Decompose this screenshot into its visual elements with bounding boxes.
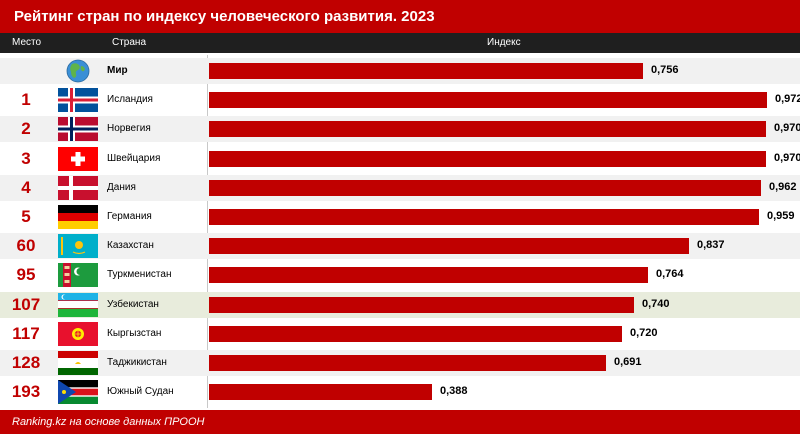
- rank-label: 60: [16, 236, 36, 256]
- bar: [209, 121, 766, 138]
- value-label: 0,970: [774, 122, 800, 135]
- turkmenistan-flag-icon: [58, 263, 98, 288]
- germany-flag-icon: [58, 205, 98, 229]
- country-label: Швейцария: [107, 152, 161, 164]
- value-label: 0,756: [651, 64, 679, 76]
- rank-label: 193: [11, 382, 41, 402]
- table-row: 193 Южный Судан 0,388: [0, 379, 800, 405]
- table-row: 95 Туркменистан 0,764: [0, 262, 800, 288]
- rank-label: 4: [21, 177, 31, 197]
- bar: [209, 179, 761, 196]
- value-label: 0,764: [656, 268, 684, 281]
- table-row: 107 Узбекистан 0,740: [0, 291, 800, 318]
- uzbekistan-flag-icon: [58, 292, 98, 317]
- axis-line: [207, 55, 208, 408]
- bar: [209, 238, 689, 255]
- bar: [209, 209, 759, 225]
- rank-label: 3: [21, 148, 31, 168]
- value-label: 0,970: [774, 151, 800, 164]
- column-header-index: Индекс: [487, 37, 521, 48]
- chart-title: Рейтинг стран по индексу человеческого р…: [14, 8, 435, 25]
- footer-source: Ranking.kz на основе данных ПРООН: [12, 416, 205, 428]
- value-label: 0,720: [630, 326, 658, 339]
- country-label: Норвегия: [107, 123, 151, 135]
- table-row: 117 Кыргызстан 0,720: [0, 321, 800, 347]
- rank-label: 1: [21, 90, 31, 110]
- value-label: 0,740: [642, 297, 670, 310]
- south-sudan-flag-icon: [58, 380, 98, 405]
- kazakhstan-flag-icon: [58, 234, 98, 259]
- footer-bar: Ranking.kz на основе данных ПРООН: [0, 410, 800, 434]
- bar: [209, 267, 648, 284]
- table-row: 2 Норвегия 0,970: [0, 116, 800, 143]
- rank-label: 95: [16, 265, 36, 285]
- table-row: 3 Швейцария 0,970: [0, 146, 800, 172]
- rank-label: 2: [21, 119, 31, 139]
- table-row: Мир 0,756: [0, 58, 800, 84]
- value-label: 0,972: [775, 93, 800, 106]
- table-row: 5 Германия 0,959: [0, 204, 800, 230]
- value-label: 0,691: [614, 356, 642, 368]
- rank-label: 5: [21, 207, 31, 226]
- bar: [209, 355, 606, 371]
- table-row: 60 Казахстан 0,837: [0, 233, 800, 260]
- denmark-flag-icon: [58, 175, 98, 200]
- country-label: Туркменистан: [107, 269, 172, 281]
- country-label: Исландия: [107, 94, 153, 106]
- kyrgyzstan-flag-icon: [58, 321, 98, 346]
- rank-label: 128: [11, 353, 41, 372]
- value-label: 0,837: [697, 239, 725, 252]
- iceland-flag-icon: [58, 88, 98, 113]
- rank-label: 107: [11, 294, 41, 314]
- rank-label: 117: [12, 323, 40, 343]
- bar: [209, 150, 766, 167]
- column-header-bar: Место Страна Индекс: [0, 33, 800, 53]
- title-bar: Рейтинг стран по индексу человеческого р…: [0, 0, 800, 33]
- value-label: 0,388: [440, 385, 468, 398]
- bar: [209, 92, 767, 109]
- switzerland-flag-icon: [58, 146, 98, 171]
- bar: [209, 296, 634, 313]
- country-label: Казахстан: [107, 240, 154, 252]
- column-header-country: Страна: [112, 37, 147, 48]
- country-label: Таджикистан: [107, 357, 167, 368]
- table-row: 1 Исландия 0,972: [0, 87, 800, 113]
- country-label: Дания: [107, 181, 136, 193]
- table-row: 4 Дания 0,962: [0, 174, 800, 201]
- tajikistan-flag-icon: [58, 351, 98, 375]
- norway-flag-icon: [58, 117, 98, 142]
- table-row: 128 Таджикистан 0,691: [0, 350, 800, 376]
- country-label: Мир: [107, 65, 128, 76]
- country-label: Кыргызстан: [107, 327, 162, 339]
- country-label: Узбекистан: [107, 298, 159, 310]
- bar: [209, 325, 622, 342]
- bar: [209, 63, 643, 79]
- country-label: Южный Судан: [107, 386, 174, 398]
- value-label: 0,962: [769, 180, 797, 193]
- bar: [209, 384, 432, 401]
- column-header-place: Место: [12, 37, 42, 48]
- country-label: Германия: [107, 211, 152, 222]
- globe-icon: [58, 59, 98, 83]
- value-label: 0,959: [767, 210, 795, 222]
